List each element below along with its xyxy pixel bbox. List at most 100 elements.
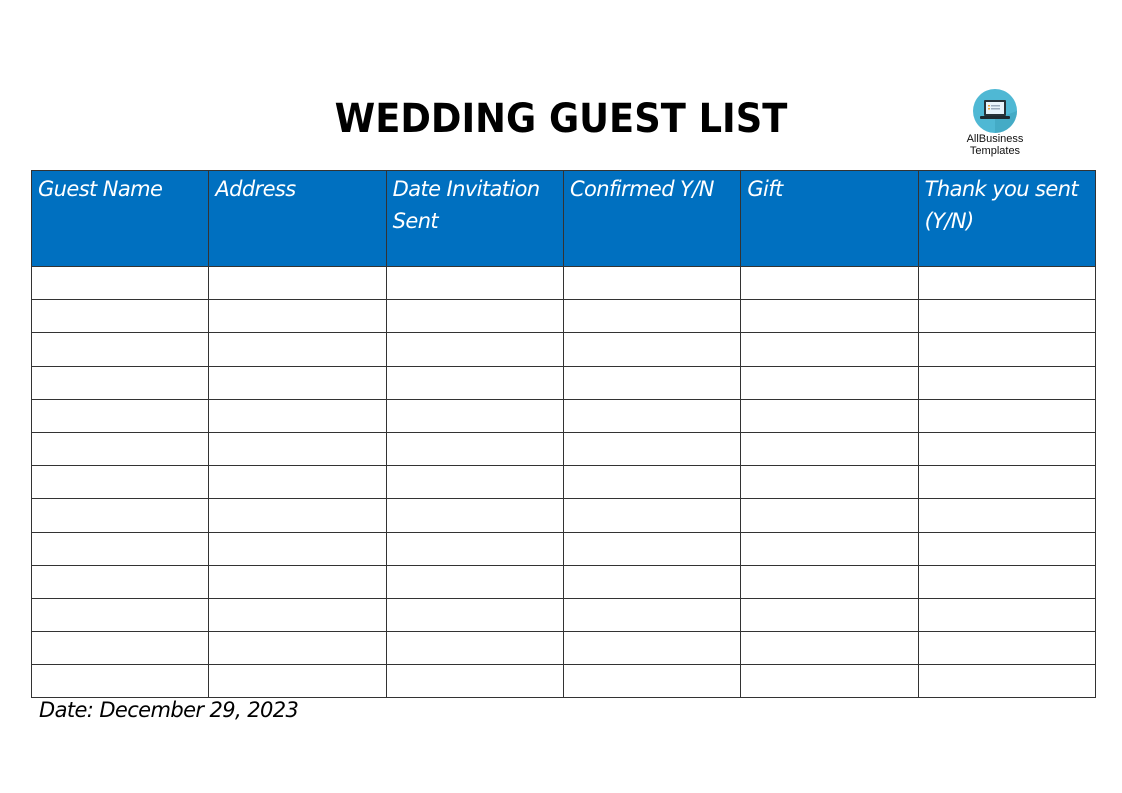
table-cell[interactable] xyxy=(208,564,387,599)
table-cell[interactable] xyxy=(740,431,919,467)
table-cell[interactable] xyxy=(30,631,210,666)
table-cell[interactable] xyxy=(917,431,1097,467)
table-cell[interactable] xyxy=(740,365,919,400)
table-cell[interactable] xyxy=(208,398,387,433)
page-title: WEDDING GUEST LIST xyxy=(334,96,788,142)
logo-text-line2: Templates xyxy=(969,145,1021,157)
table-cell[interactable] xyxy=(30,365,210,400)
logo: AllBusiness Templates xyxy=(955,89,1035,157)
table-row xyxy=(30,597,1097,633)
table-cell[interactable] xyxy=(385,265,564,301)
table-cell[interactable] xyxy=(562,631,742,666)
table-cell[interactable] xyxy=(917,498,1097,533)
table-cell[interactable] xyxy=(30,265,210,301)
table-cell[interactable] xyxy=(917,465,1097,500)
table-cell[interactable] xyxy=(740,398,919,433)
table-cell[interactable] xyxy=(30,664,210,699)
table-cell[interactable] xyxy=(562,265,742,301)
table-cell[interactable] xyxy=(385,398,564,433)
table-cell[interactable] xyxy=(562,398,742,433)
table-cell[interactable] xyxy=(562,431,742,467)
table-row xyxy=(30,564,1097,599)
table-row xyxy=(30,365,1097,400)
table-cell[interactable] xyxy=(385,465,564,500)
table-cell[interactable] xyxy=(385,531,564,566)
table-cell[interactable] xyxy=(740,332,919,367)
table-cell[interactable] xyxy=(30,564,210,599)
table-cell[interactable] xyxy=(385,365,564,400)
table-cell[interactable] xyxy=(917,564,1097,599)
table-cell[interactable] xyxy=(385,597,564,633)
table-cell[interactable] xyxy=(30,465,210,500)
table-cell[interactable] xyxy=(562,365,742,400)
table-cell[interactable] xyxy=(917,332,1097,367)
table-cell[interactable] xyxy=(208,365,387,400)
table-cell[interactable] xyxy=(208,664,387,699)
laptop-icon xyxy=(973,89,1017,133)
table-cell[interactable] xyxy=(562,465,742,500)
table-cell[interactable] xyxy=(740,664,919,699)
table-cell[interactable] xyxy=(917,265,1097,301)
table-row xyxy=(30,265,1097,301)
table-cell[interactable] xyxy=(208,498,387,533)
table-cell[interactable] xyxy=(385,299,564,334)
table-row xyxy=(30,299,1097,334)
table-cell[interactable] xyxy=(385,498,564,533)
table-cell[interactable] xyxy=(385,431,564,467)
table-cell[interactable] xyxy=(562,597,742,633)
table-row xyxy=(30,398,1097,433)
table-cell[interactable] xyxy=(385,564,564,599)
table-cell[interactable] xyxy=(208,597,387,633)
table-cell[interactable] xyxy=(30,597,210,633)
col-date-invitation-sent: Date Invitation Sent xyxy=(385,170,564,267)
table-cell[interactable] xyxy=(562,332,742,367)
table-cell[interactable] xyxy=(917,398,1097,433)
table-cell[interactable] xyxy=(208,631,387,666)
table-cell[interactable] xyxy=(385,332,564,367)
table-row xyxy=(30,498,1097,533)
table-cell[interactable] xyxy=(917,531,1097,566)
table-cell[interactable] xyxy=(740,299,919,334)
guest-table: Guest Name Address Date Invitation Sent … xyxy=(30,170,1097,699)
table-cell[interactable] xyxy=(208,465,387,500)
table-cell[interactable] xyxy=(208,332,387,367)
table-cell[interactable] xyxy=(740,597,919,633)
table-cell[interactable] xyxy=(208,265,387,301)
table-cell[interactable] xyxy=(740,265,919,301)
col-guest-name: Guest Name xyxy=(30,170,210,267)
table-cell[interactable] xyxy=(562,299,742,334)
table-cell[interactable] xyxy=(30,398,210,433)
table-cell[interactable] xyxy=(30,431,210,467)
table-cell[interactable] xyxy=(740,631,919,666)
table-cell[interactable] xyxy=(30,299,210,334)
table-cell[interactable] xyxy=(562,531,742,566)
table-cell[interactable] xyxy=(30,531,210,566)
table-cell[interactable] xyxy=(917,631,1097,666)
table-cell[interactable] xyxy=(740,531,919,566)
table-cell[interactable] xyxy=(208,531,387,566)
table-cell[interactable] xyxy=(917,664,1097,699)
table-cell[interactable] xyxy=(917,597,1097,633)
table-cell[interactable] xyxy=(740,564,919,599)
table-cell[interactable] xyxy=(562,564,742,599)
table-cell[interactable] xyxy=(208,431,387,467)
date-label: Date: December 29, 2023 xyxy=(39,698,299,722)
col-confirmed: Confirmed Y/N xyxy=(562,170,742,267)
table-cell[interactable] xyxy=(30,332,210,367)
table-row xyxy=(30,664,1097,699)
table-cell[interactable] xyxy=(917,299,1097,334)
table-cell[interactable] xyxy=(740,498,919,533)
header-row: Guest Name Address Date Invitation Sent … xyxy=(30,170,1097,267)
table-cell[interactable] xyxy=(917,365,1097,400)
table-cell[interactable] xyxy=(385,664,564,699)
table-body xyxy=(30,265,1097,699)
table-cell[interactable] xyxy=(385,631,564,666)
table-row xyxy=(30,332,1097,367)
table-cell[interactable] xyxy=(208,299,387,334)
col-thank-you-sent: Thank you sent (Y/N) xyxy=(917,170,1097,267)
table-cell[interactable] xyxy=(562,664,742,699)
table-cell[interactable] xyxy=(30,498,210,533)
table-cell[interactable] xyxy=(562,498,742,533)
table-row xyxy=(30,631,1097,666)
table-cell[interactable] xyxy=(740,465,919,500)
